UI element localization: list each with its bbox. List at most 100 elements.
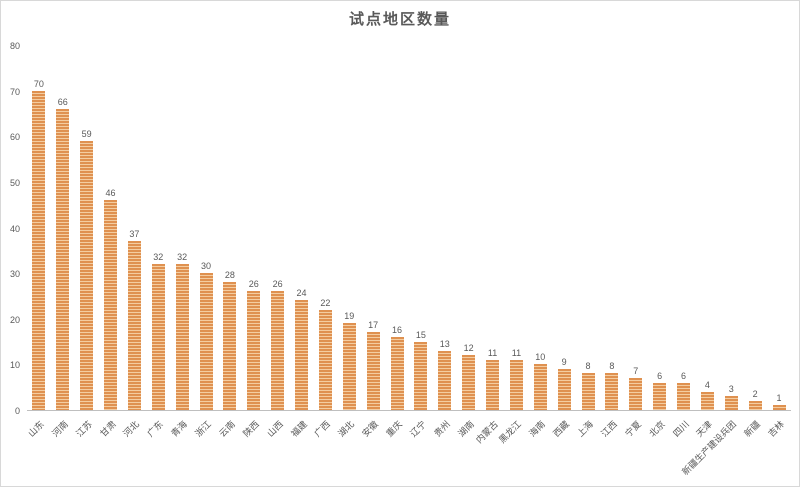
bar xyxy=(247,291,261,410)
bar-value-label: 2 xyxy=(752,389,758,399)
bar-value-label: 8 xyxy=(585,361,591,371)
bar xyxy=(557,369,571,410)
bar xyxy=(366,332,380,410)
bar xyxy=(486,360,500,410)
x-axis-label: 山东 xyxy=(26,419,47,439)
bar-group: 70 山东 xyxy=(26,46,51,439)
bar-value-label: 4 xyxy=(704,380,710,390)
bar xyxy=(533,364,547,410)
y-tick-label: 80 xyxy=(9,41,20,51)
x-axis-label: 上海 xyxy=(575,419,596,439)
bar-value-label: 19 xyxy=(344,311,355,321)
bar-group: 1 吉林 xyxy=(766,46,791,439)
bar-group: 26 陕西 xyxy=(241,46,266,439)
bar-group: 19 湖北 xyxy=(337,46,361,439)
bar-group: 6 北京 xyxy=(647,46,672,439)
bar xyxy=(653,383,667,410)
bar-group: 9 西藏 xyxy=(551,46,576,439)
y-axis: 0 10 20 30 40 50 60 70 80 xyxy=(10,41,791,416)
x-axis-label: 黑龙江 xyxy=(497,419,524,446)
bar xyxy=(724,396,738,410)
x-axis-label: 广东 xyxy=(145,419,166,439)
bar-value-label: 22 xyxy=(320,298,331,308)
bar-value-label: 3 xyxy=(728,384,734,394)
bar-value-label: 11 xyxy=(511,348,522,358)
bar xyxy=(390,337,404,410)
bar-group: 22 广西 xyxy=(313,46,338,439)
bar xyxy=(199,273,213,410)
x-axis-label: 辽宁 xyxy=(408,419,429,439)
x-axis-label: 安徽 xyxy=(360,419,381,439)
bar-value-label: 17 xyxy=(368,320,379,330)
x-axis-label: 山西 xyxy=(264,419,285,439)
bar xyxy=(56,109,70,410)
y-tick-label: 40 xyxy=(9,223,20,234)
bar-value-label: 12 xyxy=(463,343,474,353)
bar xyxy=(438,351,452,410)
bar xyxy=(151,264,165,410)
x-axis-label: 天津 xyxy=(694,419,715,439)
bar-value-label: 16 xyxy=(392,325,403,335)
bar-value-label: 7 xyxy=(633,366,639,376)
bar xyxy=(700,392,714,410)
bar xyxy=(32,91,46,410)
bar-group: 37 河北 xyxy=(122,46,147,439)
bar xyxy=(175,264,189,410)
bar-group: 8 上海 xyxy=(575,46,600,439)
bar-value-label: 15 xyxy=(415,330,426,340)
y-tick-label: 30 xyxy=(9,269,20,280)
bar-value-label: 9 xyxy=(561,357,567,367)
x-axis-label: 四川 xyxy=(670,419,691,439)
bar-group: 30 浙江 xyxy=(193,46,218,439)
bar-value-label: 24 xyxy=(296,288,307,298)
bar-group: 66 河南 xyxy=(50,46,75,439)
bar-group: 8 江西 xyxy=(599,46,624,439)
bar-value-label: 26 xyxy=(272,279,283,289)
bar-value-label: 1 xyxy=(776,393,782,403)
bar-group: 28 云南 xyxy=(217,46,242,439)
bar-group: 7 宁夏 xyxy=(623,46,648,439)
bar xyxy=(127,241,141,410)
x-axis-label: 北京 xyxy=(646,419,667,439)
x-axis-label: 吉林 xyxy=(766,419,787,439)
bar-group: 11 黑龙江 xyxy=(497,46,529,445)
bar-value-label: 28 xyxy=(224,270,235,280)
bar xyxy=(104,200,118,410)
x-axis-label: 青海 xyxy=(169,419,190,439)
x-axis-label: 云南 xyxy=(217,419,238,439)
bar-group: 32 青海 xyxy=(169,46,194,439)
bar xyxy=(605,373,619,410)
bar-value-label: 6 xyxy=(681,371,687,381)
bar-group: 10 海南 xyxy=(528,46,552,439)
bar-value-label: 59 xyxy=(81,129,92,139)
chart-title: 试点地区数量 xyxy=(348,11,451,28)
bar-value-label: 70 xyxy=(33,79,44,89)
bar xyxy=(748,401,762,410)
plot-area: 0 10 20 30 40 50 60 70 80 70 山东 66 河南 59 江苏 46 甘肃 37 河北 32… xyxy=(10,41,791,477)
x-axis-label: 湖南 xyxy=(455,419,476,439)
x-axis-label: 江西 xyxy=(599,419,620,439)
bars-container: 70 山东 66 河南 59 江苏 46 甘肃 37 河北 32 广东 32 青海 30 浙江 28 云南 26 陕西… xyxy=(26,46,791,477)
bar-value-label: 10 xyxy=(535,352,546,362)
bar-value-label: 37 xyxy=(129,229,140,239)
bar-group: 17 安徽 xyxy=(360,46,385,439)
y-tick-label: 20 xyxy=(9,314,20,325)
bar-group: 32 广东 xyxy=(146,46,170,439)
x-axis-label: 贵州 xyxy=(432,419,452,439)
bar xyxy=(677,383,691,410)
y-tick-label: 50 xyxy=(9,177,20,188)
bar-value-label: 66 xyxy=(57,97,68,107)
x-axis-label: 江苏 xyxy=(73,419,94,439)
bar xyxy=(80,141,94,410)
bar-value-label: 8 xyxy=(609,361,615,371)
x-axis-label: 宁夏 xyxy=(623,419,643,439)
y-tick-label: 0 xyxy=(14,406,20,416)
bar-group: 26 山西 xyxy=(265,46,290,439)
bar-value-label: 46 xyxy=(105,188,116,198)
y-tick-label: 70 xyxy=(9,86,20,97)
x-axis-label: 广西 xyxy=(312,419,333,439)
x-axis-label: 内蒙古 xyxy=(473,419,500,446)
bar-group: 6 四川 xyxy=(671,46,696,439)
x-axis-label: 浙江 xyxy=(193,419,214,439)
